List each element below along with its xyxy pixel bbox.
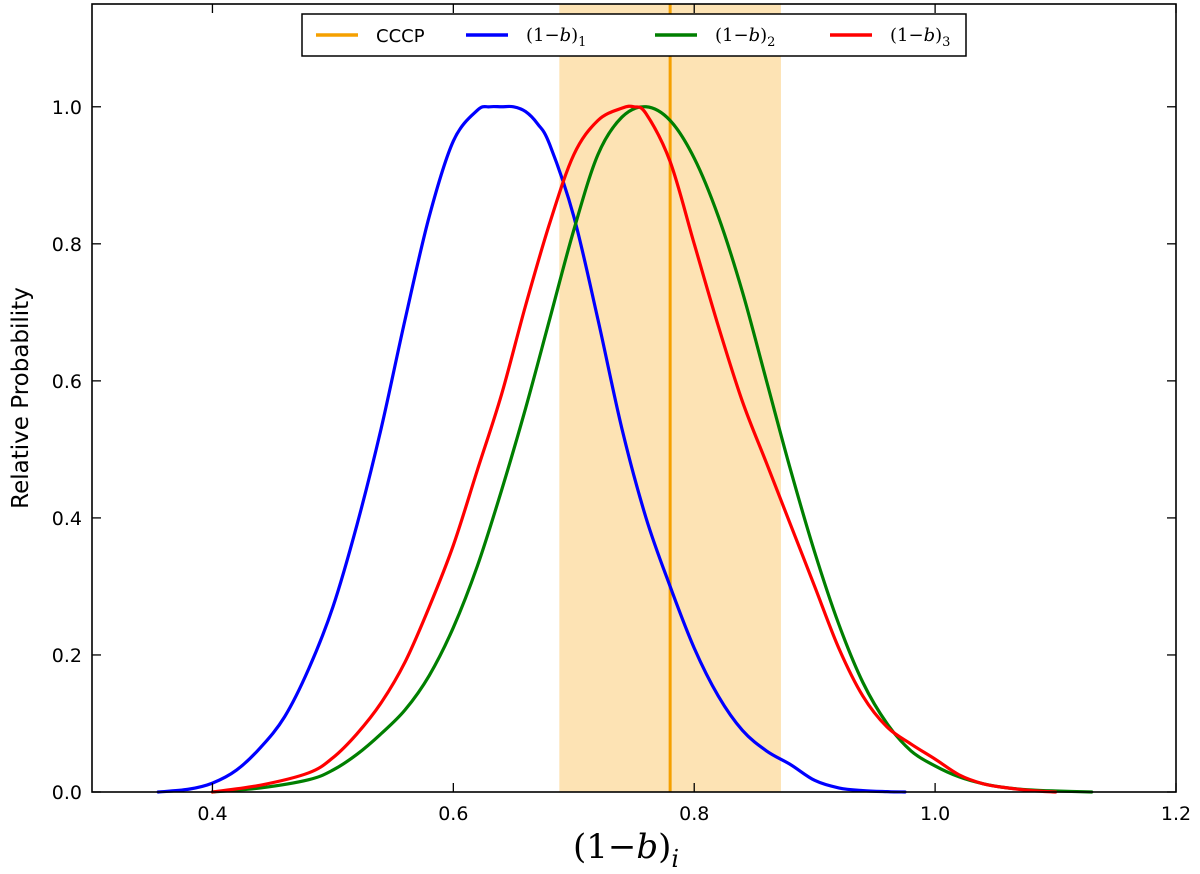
- legend-label-subscript: 3: [942, 35, 950, 50]
- legend-box: [301, 13, 967, 57]
- plot-frame: [91, 3, 1177, 793]
- x-axis-label: (1−b)i: [573, 827, 679, 873]
- x-axis-label-var: b: [636, 827, 658, 867]
- legend-label-var: b: [749, 25, 761, 46]
- x-tick-label: 0.8: [679, 803, 709, 825]
- y-tick-label: 0.8: [52, 234, 82, 256]
- x-tick-label: 1.2: [1161, 803, 1191, 825]
- x-axis-label-suffix: ): [658, 827, 671, 867]
- legend-label-cccp: CCCP: [376, 26, 425, 47]
- legend-label-suffix: ): [760, 25, 767, 46]
- y-tick-label: 0.4: [52, 508, 82, 530]
- legend-label-prefix: (1−: [715, 25, 749, 46]
- legend-label-suffix: ): [935, 25, 942, 46]
- legend-label-series-1: (1−b)1: [526, 25, 586, 50]
- legend-label-var: b: [560, 25, 572, 46]
- x-tick-label: 0.6: [438, 803, 468, 825]
- y-axis-label: Relative Probability: [8, 287, 34, 509]
- legend-label-prefix: (1−: [890, 25, 924, 46]
- series-line-3: [210, 104, 1058, 794]
- legend-label-prefix: (1−: [526, 25, 560, 46]
- y-tick-label: 0.0: [52, 782, 82, 804]
- legend-label-series-2: (1−b)2: [715, 25, 775, 50]
- legend-label-var: b: [924, 25, 936, 46]
- x-tick-label: 0.4: [197, 803, 227, 825]
- series-line-1: [156, 104, 907, 794]
- series-line-2: [210, 105, 1094, 794]
- legend-label-suffix: ): [571, 25, 578, 46]
- x-tick-label: 1.0: [920, 803, 950, 825]
- y-tick-label: 0.2: [52, 645, 82, 667]
- y-tick-label: 0.6: [52, 371, 82, 393]
- legend-label-subscript: 1: [578, 35, 586, 50]
- x-axis-label-prefix: (1−: [573, 827, 636, 867]
- x-axis-label-subscript: i: [671, 845, 679, 873]
- legend-label-series-3: (1−b)3: [890, 25, 950, 50]
- y-tick-label: 1.0: [52, 97, 82, 119]
- legend-label-subscript: 2: [767, 35, 775, 50]
